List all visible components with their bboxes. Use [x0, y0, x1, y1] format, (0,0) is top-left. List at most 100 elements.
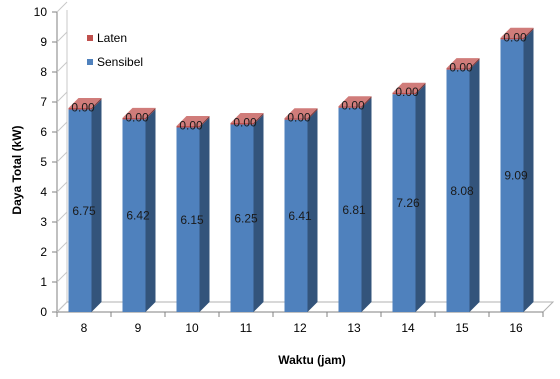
y-tick-depth	[56, 181, 68, 193]
data-labels: 6.75 0.00 6.42 0.00 6.15 0.00 6.25 0.00 6.41 0.00…	[71, 30, 528, 226]
y-tick-depth	[56, 211, 68, 223]
y-tick-label: 1	[40, 275, 47, 289]
bar-laten-front	[338, 106, 362, 108]
bar-laten-side	[469, 58, 480, 70]
data-label-laten: 0.00	[71, 101, 95, 115]
data-label-laten: 0.00	[395, 85, 419, 99]
legend: Laten Sensibel	[87, 31, 143, 69]
bar-laten-side	[307, 108, 318, 120]
bar-laten-side	[199, 116, 210, 128]
bar-sensibel-side	[469, 59, 480, 312]
bar-laten	[338, 96, 372, 108]
y-tick-depth	[56, 61, 68, 73]
bar-laten-top	[500, 27, 534, 38]
bar-laten-top	[230, 113, 264, 123]
bar-sensibel-front	[446, 69, 470, 312]
data-label-laten: 0.00	[125, 110, 149, 124]
bar-laten	[230, 113, 264, 125]
legend-swatch-sensibel	[87, 59, 93, 65]
legend-label-sensibel: Sensibel	[97, 55, 143, 69]
x-tick-label: 15	[455, 321, 469, 335]
bar-laten-side	[361, 96, 372, 108]
bar-laten-top	[68, 98, 102, 108]
bar-laten	[446, 58, 480, 70]
bars	[68, 27, 534, 313]
bar-laten-top	[338, 96, 372, 107]
bar-laten-front	[230, 123, 254, 125]
data-label-sensibel: 8.08	[450, 184, 474, 198]
bar-sensibel-side	[199, 117, 210, 312]
data-label-sensibel: 6.81	[342, 203, 366, 217]
y-axis-title: Daya Total (kW)	[10, 125, 24, 214]
bar-laten-front	[446, 68, 470, 70]
y-tick-label: 5	[40, 155, 47, 169]
data-label-laten: 0.00	[449, 61, 473, 75]
x-tick-label: 8	[81, 321, 88, 335]
bar-sensibel	[122, 109, 156, 313]
x-tick-label: 9	[135, 321, 142, 335]
y-tick-depth	[56, 31, 68, 43]
y-tick-label: 9	[40, 35, 47, 49]
bar-sensibel-side	[145, 109, 156, 313]
data-label-laten: 0.00	[233, 116, 257, 130]
legend-label-laten: Laten	[97, 31, 127, 45]
y-tick-depth	[56, 91, 68, 103]
bar-sensibel-side	[253, 114, 264, 312]
legend-swatch-laten	[87, 35, 93, 41]
y-tick-label: 8	[40, 65, 47, 79]
y-tick-depth	[56, 241, 68, 253]
x-tick-label: 13	[347, 321, 361, 335]
data-label-sensibel: 6.42	[126, 209, 150, 223]
bar-laten-top	[176, 116, 210, 126]
y-tick-label: 4	[40, 185, 47, 199]
x-axis-title: Waktu (jam)	[278, 353, 346, 367]
x-tick-label: 12	[293, 321, 307, 335]
y-tick-depth	[56, 271, 68, 283]
bar-sensibel-side	[91, 99, 102, 312]
bar-laten	[122, 107, 156, 120]
bar-sensibel-front	[122, 119, 146, 313]
bar-laten-front	[122, 117, 146, 120]
data-label-sensibel: 7.26	[396, 196, 420, 210]
bar-sensibel-side	[307, 109, 318, 312]
bar-sensibel-front	[230, 124, 254, 312]
data-label-sensibel: 6.15	[180, 213, 204, 227]
data-label-sensibel: 6.75	[72, 204, 96, 218]
bar-laten-side	[145, 107, 156, 120]
y-tick-depth	[56, 151, 68, 163]
bar-laten	[176, 116, 210, 128]
y-tick-label: 7	[40, 95, 47, 109]
bar-sensibel-front	[68, 109, 92, 312]
bar-sensibel-front	[284, 119, 308, 312]
data-label-sensibel: 6.41	[288, 209, 312, 223]
bar-laten-front	[392, 92, 416, 95]
y-tick-label: 3	[40, 215, 47, 229]
bar-laten-top	[122, 107, 156, 118]
bar-laten-top	[446, 58, 480, 69]
bar-laten-side	[91, 98, 102, 110]
bar-sensibel-front	[176, 127, 200, 312]
bar-laten-top	[284, 108, 318, 119]
bar-laten-front	[176, 126, 200, 128]
bar-sensibel	[446, 59, 480, 312]
y-tick-label: 2	[40, 245, 47, 259]
bar-sensibel-side	[523, 29, 534, 313]
data-label-laten: 0.00	[179, 119, 203, 133]
bar-laten-side	[253, 113, 264, 125]
bar-laten	[284, 108, 318, 120]
x-tick-label: 14	[401, 321, 415, 335]
bar-laten-front	[284, 118, 308, 120]
y-tick-depth	[56, 121, 68, 133]
bar-sensibel-side	[361, 97, 372, 312]
data-label-laten: 0.00	[287, 111, 311, 125]
bar-laten-side	[415, 82, 426, 95]
bar-sensibel-front	[392, 94, 416, 312]
bar-laten	[392, 82, 426, 95]
bar-sensibel-front	[338, 107, 362, 312]
x-tick-label: 16	[509, 321, 523, 335]
y-tick-depth	[56, 1, 68, 13]
y-tick-label: 10	[34, 5, 48, 19]
bar-laten	[500, 27, 534, 40]
